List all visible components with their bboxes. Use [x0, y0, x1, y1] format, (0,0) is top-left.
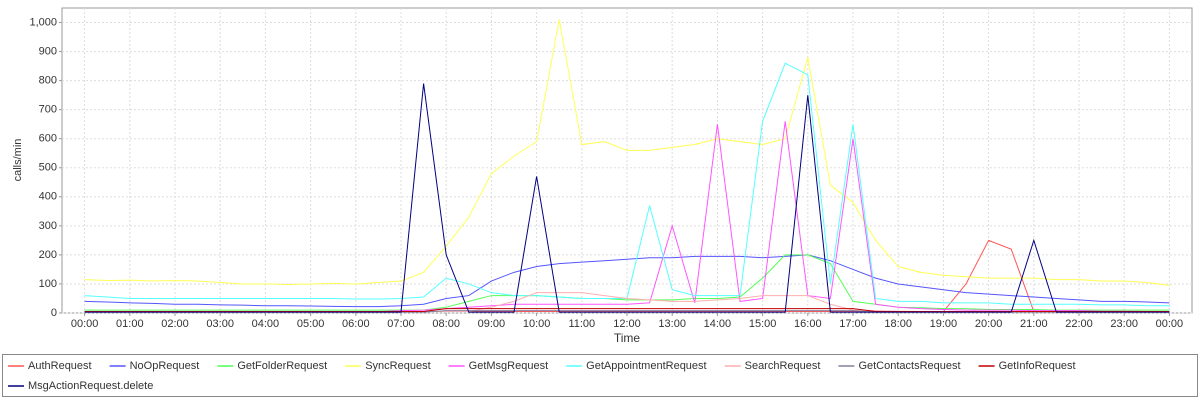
x-tick-label: 09:00 [478, 318, 506, 330]
x-tick-label: 10:00 [523, 318, 551, 330]
y-axis-label: calls/min [12, 139, 24, 182]
legend-label: NoOpRequest [130, 360, 200, 372]
x-tick-label: 08:00 [432, 318, 460, 330]
series-line [84, 254, 1170, 308]
series-line [84, 254, 1170, 311]
x-tick-label: 21:00 [1020, 318, 1048, 330]
legend-label: GetFolderRequest [237, 360, 327, 372]
legend-label: GetInfoRequest [999, 360, 1076, 372]
series-line [84, 308, 1170, 313]
x-tick-label: 20:00 [975, 318, 1003, 330]
legend-label: GetContactsRequest [858, 360, 960, 372]
x-tick-label: 14:00 [704, 318, 732, 330]
x-tick-label: 19:00 [930, 318, 958, 330]
legend-label: SyncRequest [365, 360, 430, 372]
x-tick-label: 18:00 [884, 318, 912, 330]
x-tick-label: 06:00 [342, 318, 370, 330]
x-tick-label: 15:00 [749, 318, 777, 330]
x-tick-label: 00:00 [1156, 318, 1184, 330]
x-tick-label: 12:00 [613, 318, 641, 330]
x-tick-label: 07:00 [387, 318, 415, 330]
x-tick-label: 11:00 [568, 318, 595, 330]
legend-label: AuthRequest [28, 360, 92, 372]
legend-label: GetAppointmentRequest [586, 360, 706, 372]
x-tick-label: 23:00 [1110, 318, 1138, 330]
x-tick-label: 00:00 [71, 318, 99, 330]
series-line [84, 83, 1170, 313]
series-line [84, 19, 1170, 286]
y-tick-label: 700 [39, 104, 57, 116]
x-tick-label: 13:00 [658, 318, 686, 330]
y-tick-label: 500 [39, 162, 57, 174]
x-tick-label: 05:00 [297, 318, 325, 330]
x-tick-label: 01:00 [116, 318, 144, 330]
x-tick-label: 04:00 [252, 318, 280, 330]
x-tick-label: 02:00 [161, 318, 189, 330]
legend [2, 354, 1198, 397]
x-tick-label: 17:00 [839, 318, 867, 330]
y-tick-label: 100 [39, 278, 57, 290]
x-tick-label: 03:00 [206, 318, 234, 330]
y-tick-label: 400 [39, 191, 57, 203]
y-tick-label: 0 [51, 307, 57, 319]
y-tick-label: 600 [39, 133, 57, 145]
y-tick-label: 200 [39, 249, 57, 261]
y-tick-label: 300 [39, 220, 57, 232]
legend-label: GetMsgRequest [469, 360, 548, 372]
x-tick-label: 16:00 [794, 318, 822, 330]
x-tick-label: 22:00 [1065, 318, 1093, 330]
x-axis-label: Time [614, 331, 641, 345]
legend-label: SearchRequest [745, 360, 821, 372]
legend-label: MsgActionRequest.delete [28, 380, 153, 392]
y-tick-label: 800 [39, 75, 57, 87]
y-tick-label: 1,000 [29, 16, 57, 28]
y-tick-label: 900 [39, 45, 57, 57]
